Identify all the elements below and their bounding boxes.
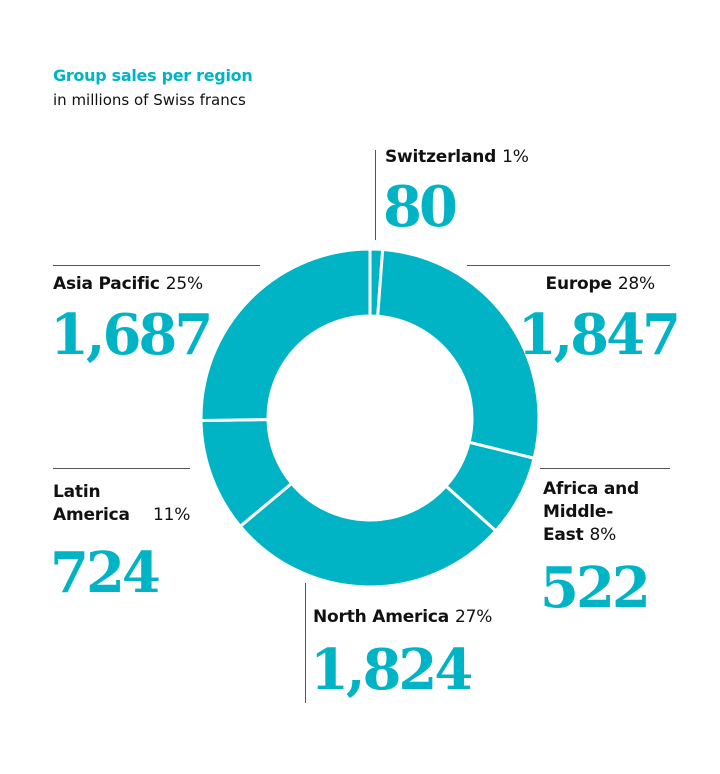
chart-subtitle: in millions of Swiss francs: [53, 91, 246, 109]
slice-percent: 1%: [502, 147, 529, 167]
value-north-america: 1,824: [310, 637, 473, 703]
leader-line: [375, 150, 376, 240]
slice-name: Europe: [545, 274, 612, 294]
slice-north-america: [238, 481, 498, 589]
slice-name: Africa and Middle-East: [543, 479, 639, 545]
slice-percent: 11%: [153, 505, 191, 525]
slice-name: North America: [313, 607, 449, 627]
label-north-america: North America 27%: [313, 606, 492, 629]
value-asia-pacific: 1,687: [50, 302, 213, 368]
label-europe: Europe 28%: [545, 273, 656, 296]
value-europe: 1,847: [517, 302, 681, 368]
leader-line: [53, 468, 190, 469]
slice-name: Asia Pacific: [53, 274, 160, 294]
slice-europe: [376, 247, 541, 461]
value-latin-america: 724: [50, 540, 161, 606]
leader-line: [467, 265, 670, 266]
leader-line: [540, 468, 670, 469]
slice-name: Switzerland: [385, 147, 497, 167]
chart-title: Group sales per region: [53, 66, 253, 85]
value-switzerland: 80: [383, 174, 458, 240]
slice-percent: 25%: [165, 274, 203, 294]
label-switzerland: Switzerland 1%: [385, 146, 529, 169]
label-asia-pacific: Asia Pacific 25%: [53, 273, 203, 296]
slice-name: Latin America: [53, 482, 130, 525]
slice-percent: 8%: [589, 525, 617, 545]
value-africa-middle-east: 522: [540, 555, 651, 621]
label-africa-middle-east: Africa and Middle-East 8%: [543, 478, 673, 547]
label-latin-america: Latin America 11%: [53, 481, 203, 527]
leader-line: [53, 265, 260, 266]
slice-percent: 28%: [617, 274, 655, 294]
slice-percent: 27%: [455, 607, 493, 627]
leader-line: [305, 583, 306, 703]
slice-asia-pacific: [199, 247, 372, 423]
